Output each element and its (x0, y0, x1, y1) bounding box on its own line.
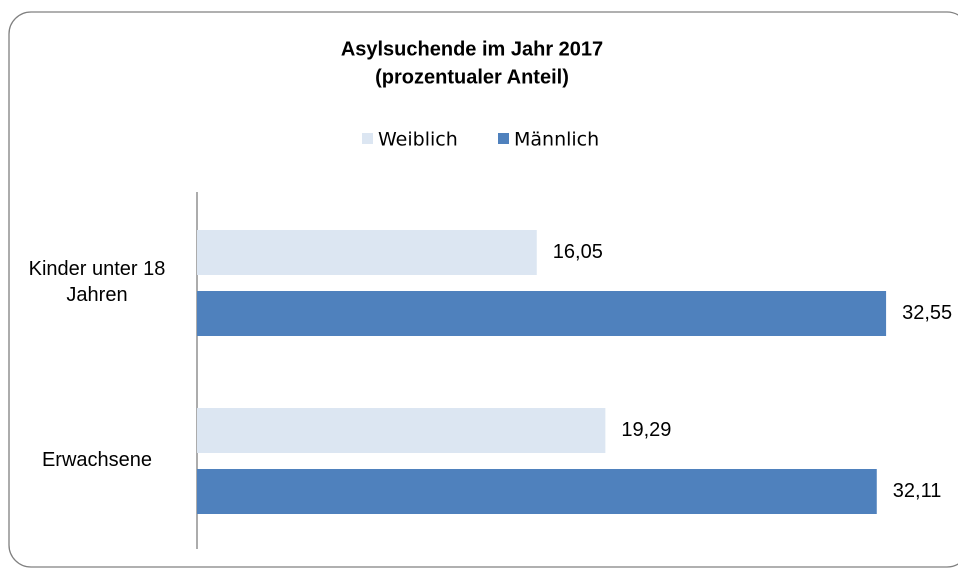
legend-label: Weiblich (378, 129, 458, 151)
y-tick-label: Kinder unter 18 Jahren (28, 258, 166, 306)
data-label: 32,11 (893, 480, 942, 502)
chart-title: Asylsuchende im Jahr 2017 (341, 38, 603, 60)
bar (197, 469, 877, 514)
data-label: 32,55 (902, 302, 952, 324)
bar (197, 230, 537, 275)
legend-swatch (498, 133, 509, 144)
bar (197, 408, 606, 453)
legend-swatch (362, 133, 373, 144)
chart-subtitle: (prozentualer Anteil) (375, 66, 569, 88)
data-label: 16,05 (553, 241, 603, 263)
data-label: 19,29 (621, 419, 671, 441)
legend-label: Männlich (514, 129, 599, 151)
bar (197, 291, 887, 336)
y-tick-label: Erwachsene (41, 449, 153, 471)
